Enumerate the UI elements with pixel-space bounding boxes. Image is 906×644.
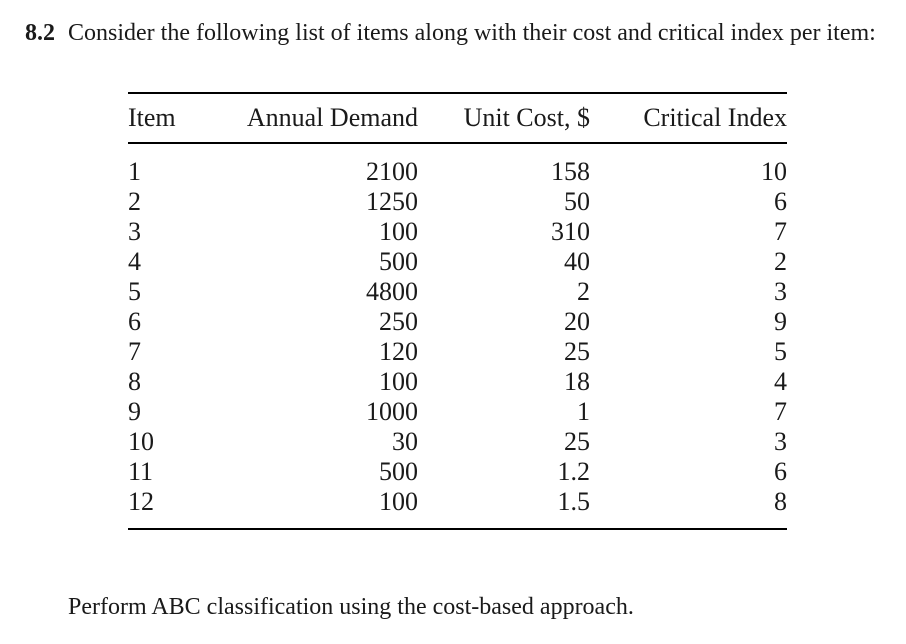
table-row: 8 100 18 4 [128, 367, 787, 397]
table-cell-demand: 1250 [366, 187, 418, 216]
table-row: 6 250 20 9 [128, 307, 787, 337]
table-cell-item: 1 [128, 157, 141, 186]
table-cell-demand: 100 [379, 367, 418, 396]
table-row: 2 1250 50 6 [128, 187, 787, 217]
table-row: 7 120 25 5 [128, 337, 787, 367]
problem-heading: 8.2 Consider the following list of items … [25, 18, 906, 48]
table-cell-index: 7 [774, 217, 787, 246]
table-cell-item: 5 [128, 277, 141, 306]
table-cell-cost: 25 [564, 427, 590, 456]
table-cell-item: 6 [128, 307, 141, 336]
document-page: 8.2 Consider the following list of items … [0, 18, 906, 644]
table-cell-demand: 2100 [366, 157, 418, 186]
table-header-row: Item Annual Demand Unit Cost, $ Critical… [128, 93, 787, 144]
table-cell-item: 3 [128, 217, 141, 246]
table-cell-index: 2 [774, 247, 787, 276]
table-cell-index: 3 [774, 277, 787, 306]
table-cell-cost: 1.5 [557, 487, 591, 516]
table-cell-cost: 18 [564, 367, 590, 396]
table-cell-index: 7 [774, 397, 787, 426]
table-cell-demand: 1000 [366, 397, 418, 426]
column-header-annual-demand: Annual Demand [208, 93, 418, 144]
table-row: 9 1000 1 7 [128, 397, 787, 427]
table-cell-index: 4 [774, 367, 787, 396]
table-cell-cost: 1 [577, 397, 590, 426]
table-cell-demand: 100 [379, 487, 418, 516]
table-row: 1 2100 158 10 [128, 143, 787, 187]
table-cell-cost: 158 [551, 157, 590, 186]
table-cell-index: 8 [774, 487, 787, 516]
table-cell-demand: 500 [379, 247, 418, 276]
table-row: 12 100 1.5 8 [128, 487, 787, 529]
column-header-item: Item [128, 93, 208, 144]
table-cell-item: 7 [128, 337, 141, 366]
table-cell-index: 10 [761, 157, 787, 186]
table-cell-item: 8 [128, 367, 141, 396]
table-cell-demand: 250 [379, 307, 418, 336]
column-header-critical-index: Critical Index [590, 93, 787, 144]
items-table: Item Annual Demand Unit Cost, $ Critical… [128, 92, 787, 530]
table-cell-index: 6 [774, 457, 787, 486]
table-row: 10 30 25 3 [128, 427, 787, 457]
table-cell-item: 4 [128, 247, 141, 276]
table-cell-demand: 30 [392, 427, 418, 456]
table-cell-cost: 50 [564, 187, 590, 216]
problem-number: 8.2 [25, 20, 55, 46]
table-cell-cost: 25 [564, 337, 590, 366]
table-cell-item: 11 [128, 457, 154, 486]
problem-statement: Consider the following list of items alo… [68, 20, 876, 46]
table-cell-demand: 500 [379, 457, 418, 486]
table-cell-demand: 120 [379, 337, 418, 366]
column-header-unit-cost: Unit Cost, $ [418, 93, 590, 144]
table-cell-cost: 40 [564, 247, 590, 276]
table-cell-cost: 310 [551, 217, 590, 246]
table-cell-demand: 4800 [366, 277, 418, 306]
table-cell-index: 5 [774, 337, 787, 366]
instruction-text: Perform ABC classification using the cos… [68, 594, 634, 620]
table-row: 11 500 1.2 6 [128, 457, 787, 487]
table-cell-cost: 2 [577, 277, 590, 306]
table-row: 3 100 310 7 [128, 217, 787, 247]
table-row: 4 500 40 2 [128, 247, 787, 277]
table-cell-item: 9 [128, 397, 141, 426]
table-row: 5 4800 2 3 [128, 277, 787, 307]
table-cell-demand: 100 [379, 217, 418, 246]
table-cell-item: 2 [128, 187, 141, 216]
table-cell-cost: 1.2 [557, 457, 591, 486]
table-cell-item: 12 [128, 487, 154, 516]
table-cell-index: 9 [774, 307, 787, 336]
table-cell-item: 10 [128, 427, 154, 456]
table-cell-cost: 20 [564, 307, 590, 336]
table-cell-index: 6 [774, 187, 787, 216]
table-cell-index: 3 [774, 427, 787, 456]
